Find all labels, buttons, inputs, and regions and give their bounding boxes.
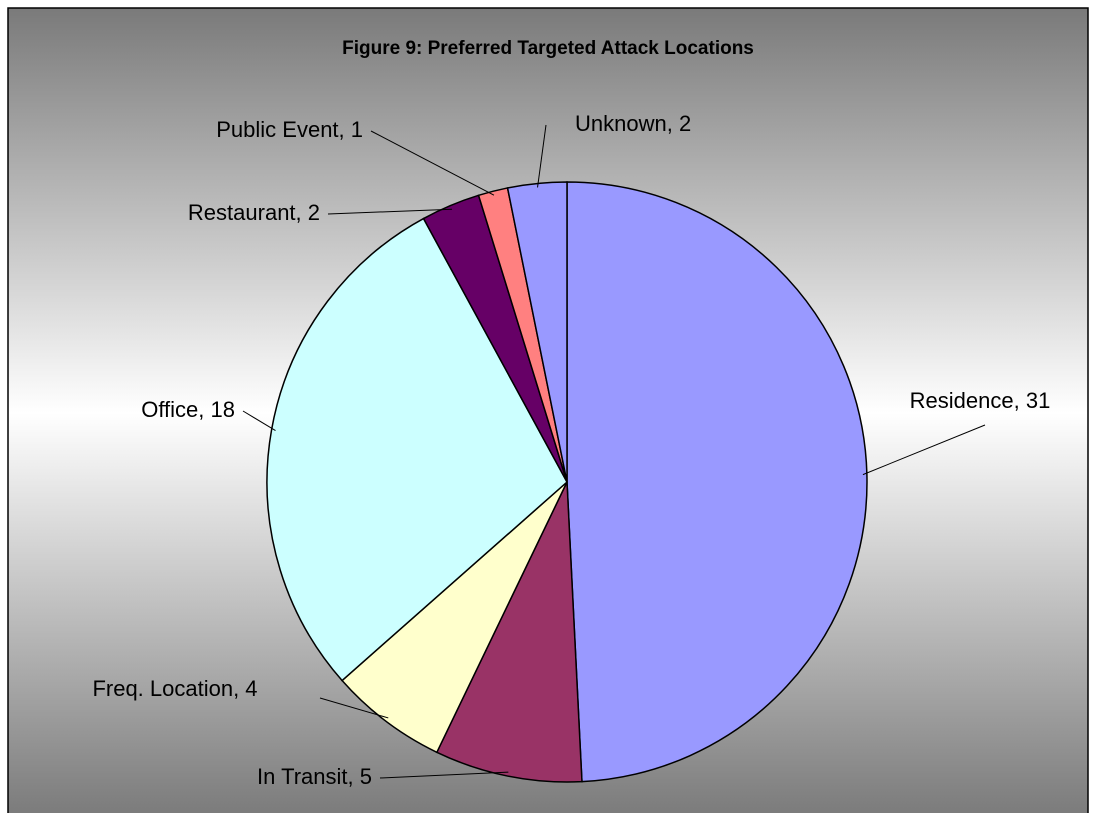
leader-line bbox=[319, 697, 389, 719]
pie-slice bbox=[506, 181, 568, 483]
leader-line bbox=[242, 410, 276, 432]
pie-slice bbox=[266, 217, 568, 682]
pie-slice bbox=[566, 181, 868, 783]
data-label: Freq. Location, 4 bbox=[92, 676, 257, 701]
data-label: Office, 18 bbox=[141, 397, 235, 422]
pie-slice bbox=[435, 481, 583, 783]
pie-slice bbox=[341, 481, 568, 754]
chart-title: Figure 9: Preferred Targeted Attack Loca… bbox=[342, 38, 754, 59]
leader-line bbox=[862, 424, 986, 476]
data-label: Public Event, 1 bbox=[216, 117, 363, 142]
leader-line bbox=[370, 130, 495, 196]
data-label: Residence, 31 bbox=[910, 388, 1051, 413]
leader-line bbox=[379, 771, 509, 779]
data-label: Unknown, 2 bbox=[575, 111, 691, 136]
data-label: Restaurant, 2 bbox=[188, 200, 320, 225]
leader-line bbox=[537, 124, 547, 188]
leader-line bbox=[327, 208, 453, 215]
data-label: In Transit, 5 bbox=[257, 764, 372, 789]
